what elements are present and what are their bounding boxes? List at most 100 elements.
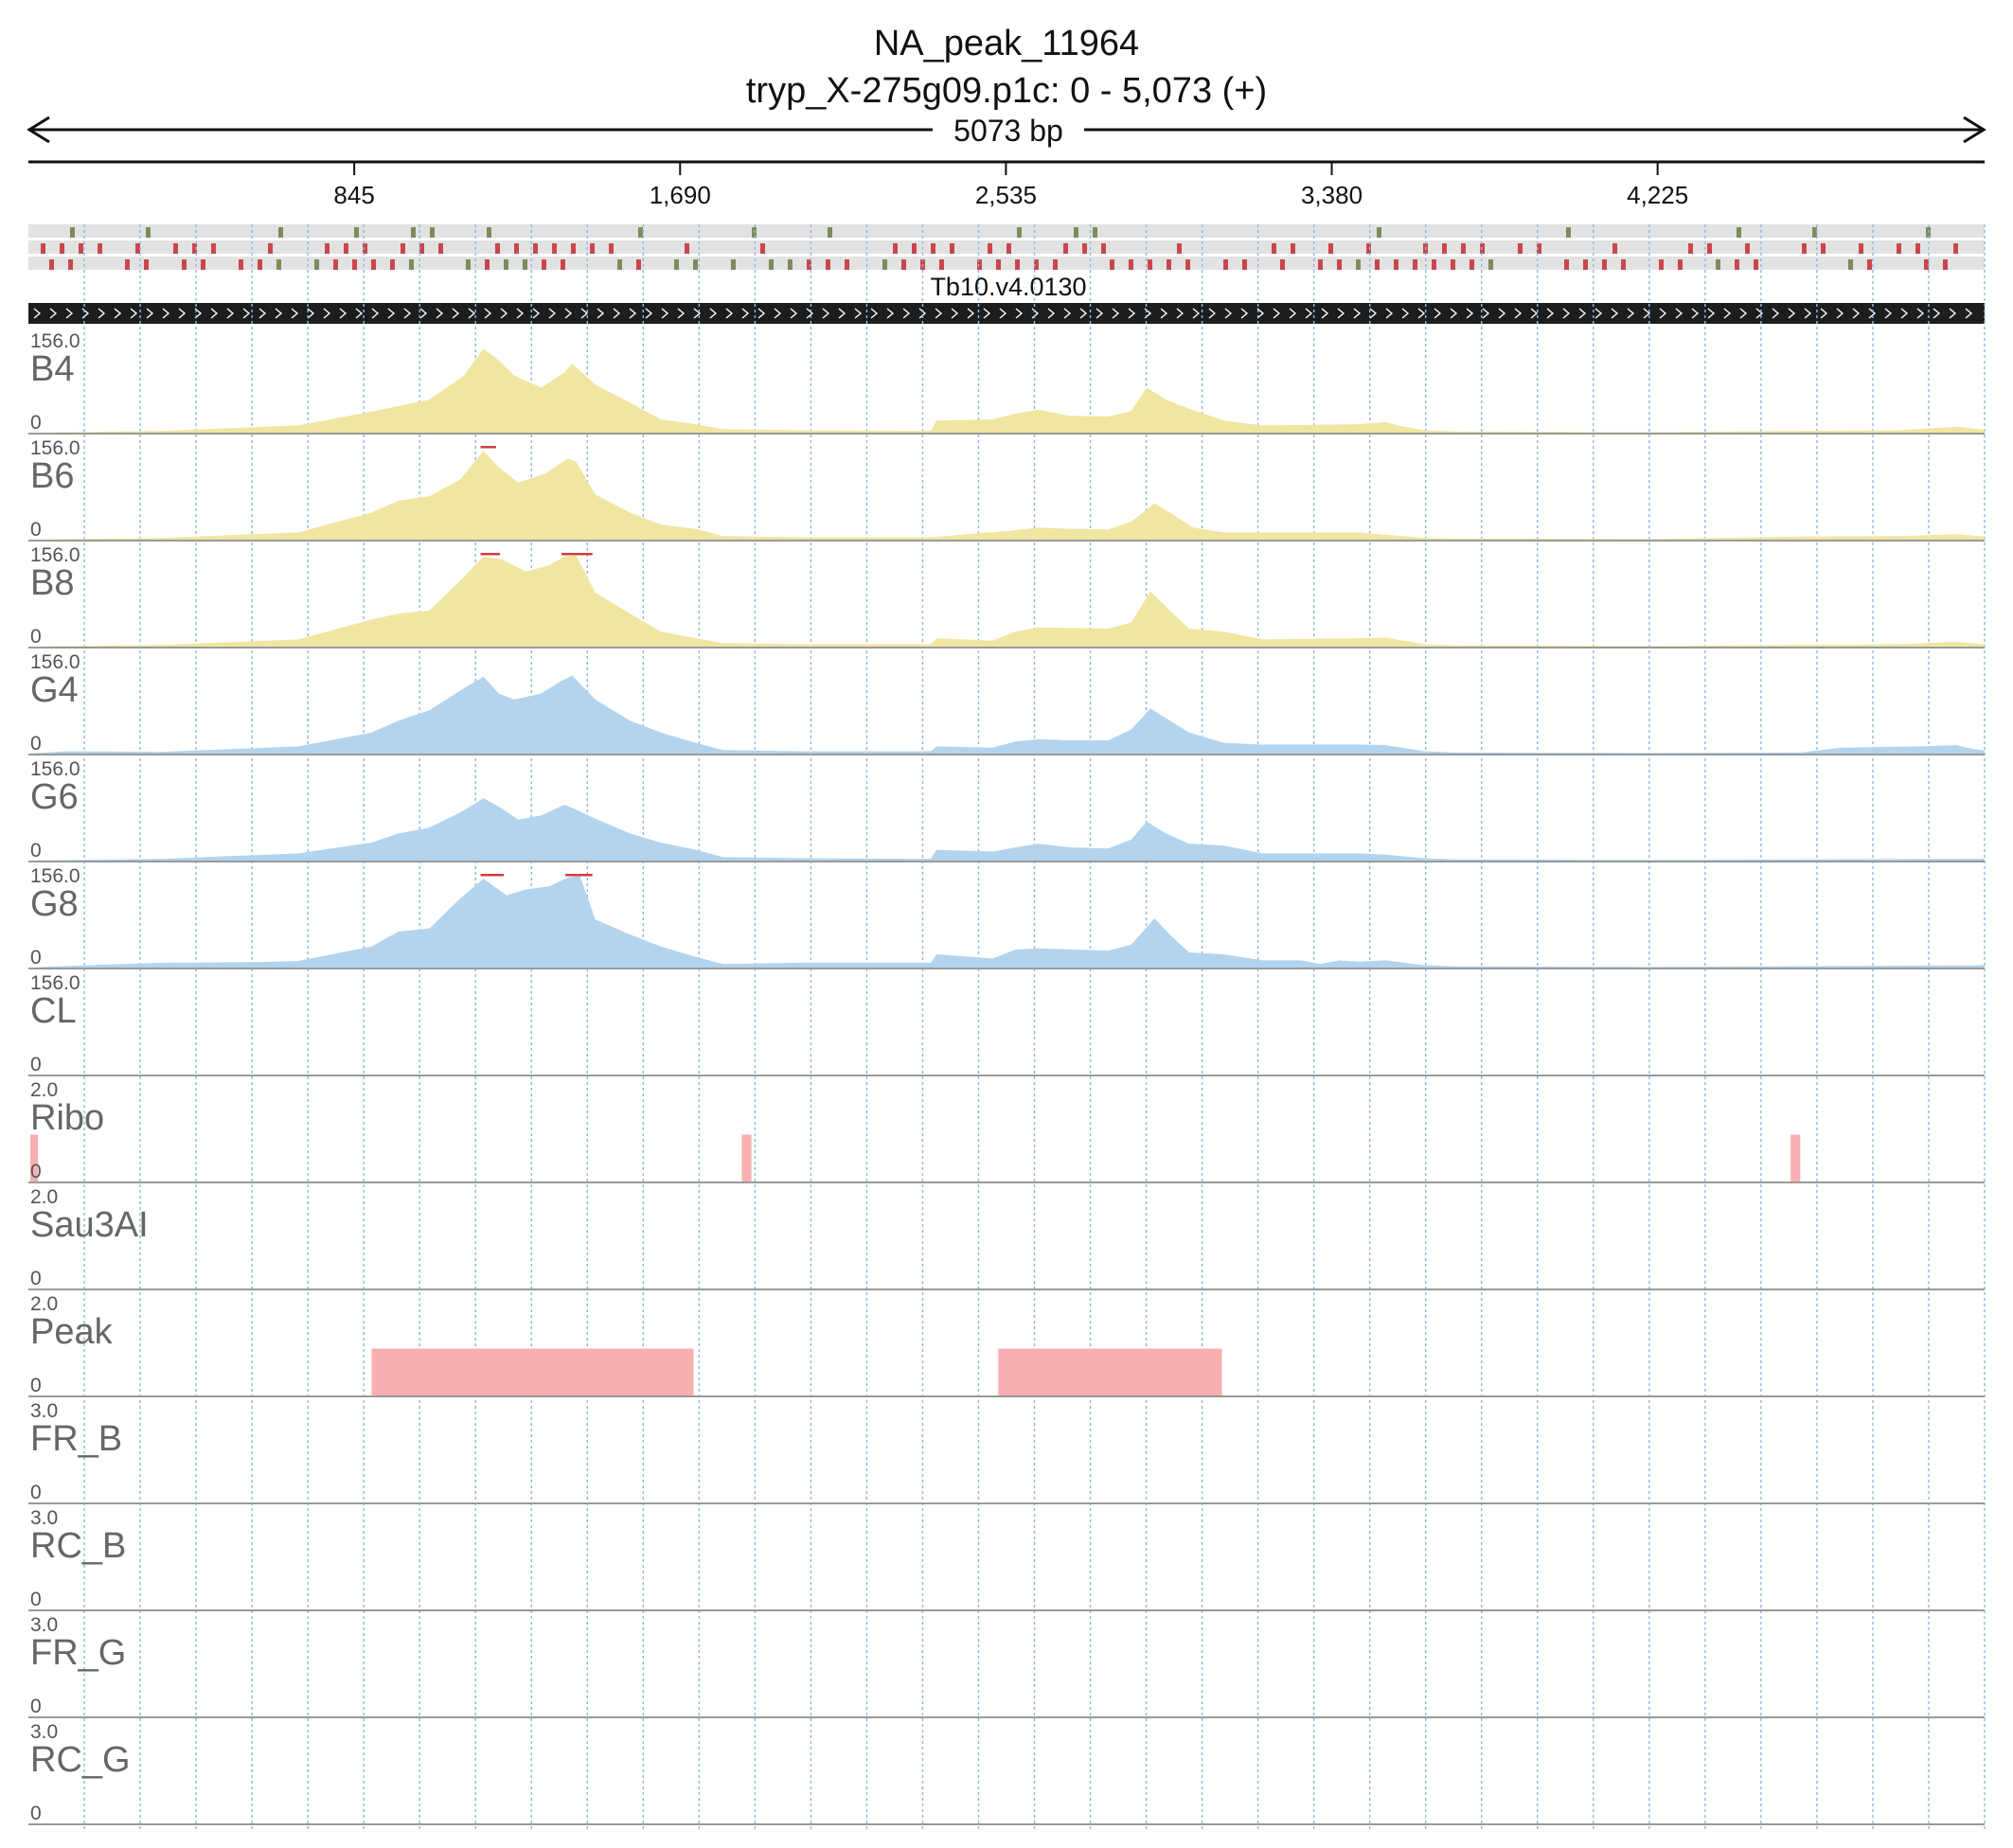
chevron-icon [1820, 308, 1828, 319]
clipped-marker [561, 553, 574, 556]
codon-mark [1366, 243, 1371, 254]
track-name: G4 [30, 670, 79, 710]
codon-mark [371, 259, 376, 270]
chevron-icon [355, 308, 364, 319]
chevron-icon [838, 308, 846, 319]
chevron-icon [1160, 308, 1168, 319]
chevron-icon [983, 308, 991, 319]
codon-mark [411, 227, 416, 238]
interval-bar[interactable] [30, 1134, 39, 1182]
track-min-label: 0 [30, 1696, 42, 1717]
track-name: FR_B [30, 1419, 122, 1459]
codon-mark [1394, 259, 1398, 270]
codon-mark [1272, 243, 1276, 254]
chevron-icon [1224, 308, 1233, 319]
codon-mark [1566, 227, 1571, 238]
codon-mark [144, 259, 149, 270]
chevron-icon [918, 308, 927, 319]
chevron-icon [1530, 308, 1539, 319]
codon-mark [1602, 259, 1607, 270]
codon-mark [1812, 227, 1817, 238]
codon-mark [1177, 243, 1182, 254]
track-min-label: 0 [30, 1803, 42, 1824]
codon-mark [504, 259, 508, 270]
track-name: RC_B [30, 1526, 126, 1566]
axis-tick-label: 1,690 [650, 181, 711, 209]
chevron-icon [500, 308, 508, 319]
chevron-icon [130, 308, 138, 319]
codon-mark [1328, 243, 1333, 254]
codon-mark [1093, 227, 1097, 238]
codon-mark [1612, 243, 1617, 254]
chevron-icon [548, 308, 557, 319]
codon-mark [325, 243, 330, 254]
chevron-icon [677, 308, 686, 319]
codon-mark [514, 243, 519, 254]
codon-mark [901, 259, 906, 270]
interval-bar[interactable] [1790, 1134, 1801, 1182]
codon-mark [146, 227, 151, 238]
chevron-icon [1385, 308, 1394, 319]
codon-mark [1242, 259, 1247, 270]
codon-mark [912, 243, 917, 254]
track-max-label: 2.0 [30, 1079, 58, 1101]
track-max-label: 3.0 [30, 1614, 58, 1636]
interval-bar[interactable] [371, 1348, 694, 1396]
track-max-label: 156.0 [30, 972, 80, 994]
codon-mark [845, 259, 849, 270]
codon-mark [1821, 243, 1826, 254]
codon-mark [1223, 259, 1228, 270]
interval-bar[interactable] [741, 1134, 752, 1182]
codon-mark [211, 243, 216, 254]
interval-bar[interactable] [998, 1348, 1222, 1396]
codon-mark [258, 259, 262, 270]
track-name: CL [30, 991, 77, 1031]
codon-mark [1745, 243, 1750, 254]
codon-mark [1924, 259, 1929, 270]
chevron-icon [822, 308, 830, 319]
chevron-icon [146, 308, 154, 319]
axis-tick-label: 2,535 [975, 181, 1037, 209]
chevron-icon [1482, 308, 1490, 319]
codon-mark [1129, 259, 1133, 270]
gene-label: Tb10.v4.0130 [930, 273, 1086, 301]
codon-mark [561, 259, 565, 270]
codon-mark [523, 259, 527, 270]
coverage-area [28, 348, 1985, 433]
codon-mark [1802, 243, 1807, 254]
track-max-label: 156.0 [30, 330, 80, 352]
codon-mark [1017, 227, 1022, 238]
span-label: 5073 bp [953, 114, 1063, 148]
track-max-label: 156.0 [30, 651, 80, 673]
codon-mark [68, 259, 73, 270]
chevron-icon [1112, 308, 1120, 319]
chevron-icon [1675, 308, 1683, 319]
track-cl: 156.0CL 0 [28, 972, 1985, 1076]
codon-mark [996, 259, 1001, 270]
codon-mark [1063, 243, 1068, 254]
chevron-icon [806, 308, 814, 319]
chevron-icon [709, 308, 718, 319]
coverage-area [28, 875, 1985, 968]
track-name: Ribo [30, 1098, 104, 1138]
chevron-icon [854, 308, 863, 319]
frame-band [28, 257, 1985, 270]
codon-mark [70, 227, 75, 238]
track-fr_g: 3.0FR_G 0 [28, 1614, 1985, 1718]
chevron-icon [870, 308, 879, 319]
span-ruler: 5073 bp [27, 114, 1986, 148]
chevron-icon [1804, 308, 1812, 319]
chevron-icon [1949, 308, 1957, 319]
codon-mark [1280, 259, 1285, 270]
chevron-icon [1434, 308, 1442, 319]
chevron-icon [790, 308, 798, 319]
clipped-marker [573, 553, 593, 556]
clipped-marker [480, 553, 500, 556]
codon-mark [828, 227, 832, 238]
chevron-icon [1305, 308, 1313, 319]
codon-mark [1915, 243, 1920, 254]
chevron-icon [436, 308, 444, 319]
chevron-icon [1707, 308, 1716, 319]
chevron-icon [1916, 308, 1925, 319]
